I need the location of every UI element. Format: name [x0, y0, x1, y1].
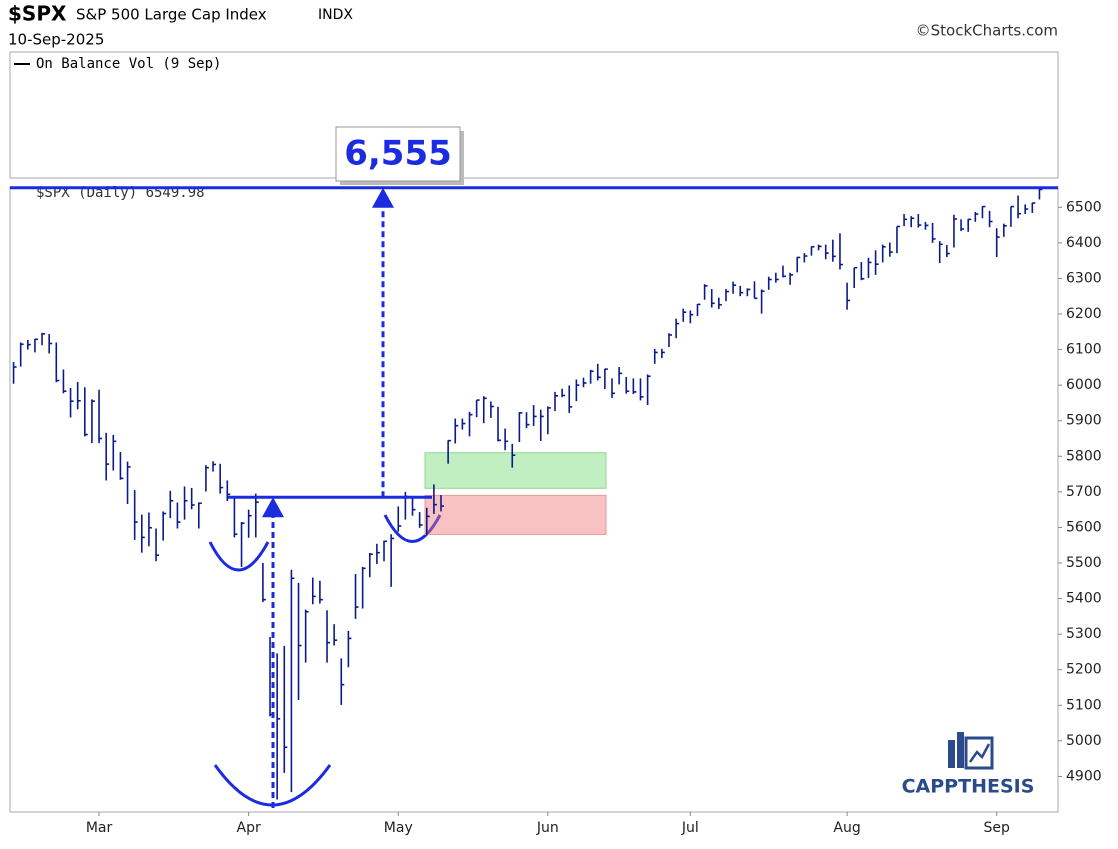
x-tick-label: Aug — [833, 820, 860, 836]
y-tick-label: 6500 — [1066, 199, 1102, 215]
y-tick-label: 5400 — [1066, 591, 1102, 607]
watermark: CAPPTHESIS — [902, 776, 1035, 798]
symbol: $SPX — [8, 2, 67, 26]
pattern-arc — [383, 514, 442, 543]
y-tick-label: 6000 — [1066, 377, 1102, 393]
y-tick-label: 5200 — [1066, 662, 1102, 678]
y-tick-label: 5300 — [1066, 626, 1102, 642]
x-tick-label: Apr — [237, 820, 261, 836]
y-tick-label: 5000 — [1066, 733, 1102, 749]
zone — [424, 494, 607, 536]
indicator-label: On Balance Vol (9 Sep) — [36, 56, 221, 72]
y-tick-label: 4900 — [1066, 768, 1102, 784]
y-tick-label: 5100 — [1066, 697, 1102, 713]
title: S&P 500 Large Cap Index — [76, 6, 267, 24]
indicator-panel — [9, 51, 1059, 179]
x-tick-label: Jul — [681, 820, 699, 836]
logo — [948, 732, 994, 770]
x-tick-label: Jun — [536, 820, 559, 836]
zone — [424, 452, 607, 489]
x-tick-label: Mar — [86, 820, 113, 836]
x-tick-label: Sep — [983, 820, 1010, 836]
y-tick-label: 5700 — [1066, 484, 1102, 500]
target-box — [335, 126, 461, 182]
target-label: 6,555 — [344, 134, 452, 174]
exchange: INDX — [318, 7, 353, 23]
y-tick-label: 6400 — [1066, 235, 1102, 251]
y-tick-label: 6200 — [1066, 306, 1102, 322]
pattern-arc — [208, 541, 270, 572]
measure-arrow-head — [262, 497, 284, 518]
y-tick-label: 5500 — [1066, 555, 1102, 571]
y-tick-label: 5800 — [1066, 448, 1102, 464]
source: ©StockCharts.com — [916, 22, 1058, 40]
y-tick-label: 5600 — [1066, 519, 1102, 535]
x-tick-label: May — [384, 820, 413, 836]
target-arrow-head — [372, 187, 394, 208]
y-tick-label: 6300 — [1066, 270, 1102, 286]
y-tick-label: 5900 — [1066, 413, 1102, 429]
y-tick-label: 6100 — [1066, 342, 1102, 358]
date: 10-Sep-2025 — [8, 31, 104, 49]
